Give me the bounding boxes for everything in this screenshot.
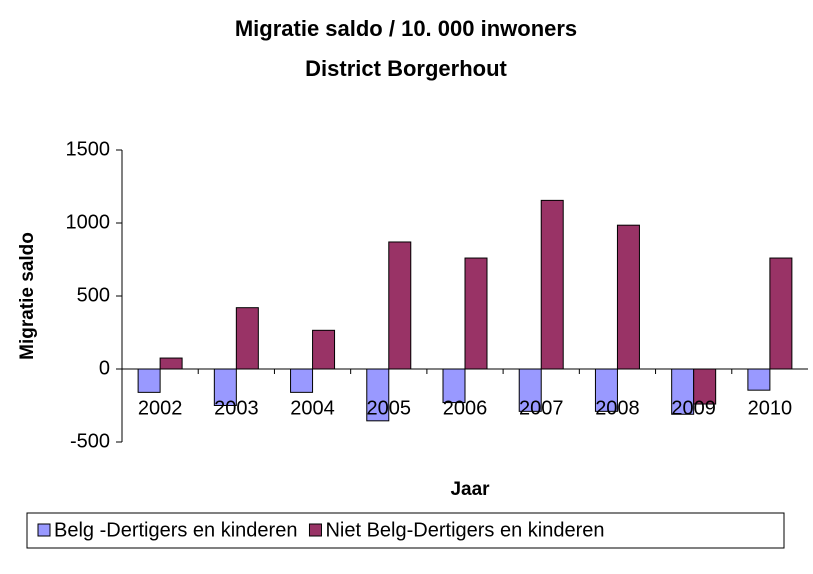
y-tick-label: -500 bbox=[70, 430, 110, 452]
x-tick-label: 2004 bbox=[290, 397, 335, 419]
legend-label: Belg -Dertigers en kinderen bbox=[54, 519, 297, 541]
bar bbox=[616, 224, 640, 370]
bar bbox=[540, 199, 564, 370]
y-tick-label: 1500 bbox=[66, 138, 111, 160]
legend-box bbox=[26, 512, 785, 549]
bar bbox=[464, 257, 488, 370]
x-tick-label: 2006 bbox=[443, 397, 488, 419]
legend-swatch bbox=[308, 523, 322, 537]
x-tick-label: 2007 bbox=[519, 397, 564, 419]
x-tick-label: 2010 bbox=[748, 397, 793, 419]
x-axis-title: Jaar bbox=[450, 479, 490, 500]
x-tick-label: 2008 bbox=[595, 397, 640, 419]
bar bbox=[312, 329, 336, 370]
y-tick-label: 1000 bbox=[66, 211, 111, 233]
y-tick-label: 0 bbox=[99, 357, 110, 379]
legend-label: Niet Belg-Dertigers en kinderen bbox=[325, 519, 604, 541]
bar bbox=[388, 241, 412, 370]
bar bbox=[235, 307, 259, 370]
y-axis-title: Migratie saldo bbox=[17, 232, 38, 360]
x-tick-label: 2003 bbox=[214, 397, 259, 419]
bar bbox=[290, 368, 314, 393]
bar bbox=[747, 368, 771, 391]
x-tick-label: 2002 bbox=[138, 397, 183, 419]
x-tick-label: 2009 bbox=[671, 397, 716, 419]
legend-swatch bbox=[37, 523, 51, 537]
bar bbox=[159, 357, 183, 370]
bar bbox=[137, 368, 161, 393]
x-tick-label: 2005 bbox=[367, 397, 412, 419]
chart-title: Migratie saldo / 10. 000 inwoners bbox=[235, 16, 577, 41]
bar bbox=[769, 257, 793, 370]
chart-subtitle: District Borgerhout bbox=[305, 56, 507, 81]
y-tick-label: 500 bbox=[77, 284, 110, 306]
